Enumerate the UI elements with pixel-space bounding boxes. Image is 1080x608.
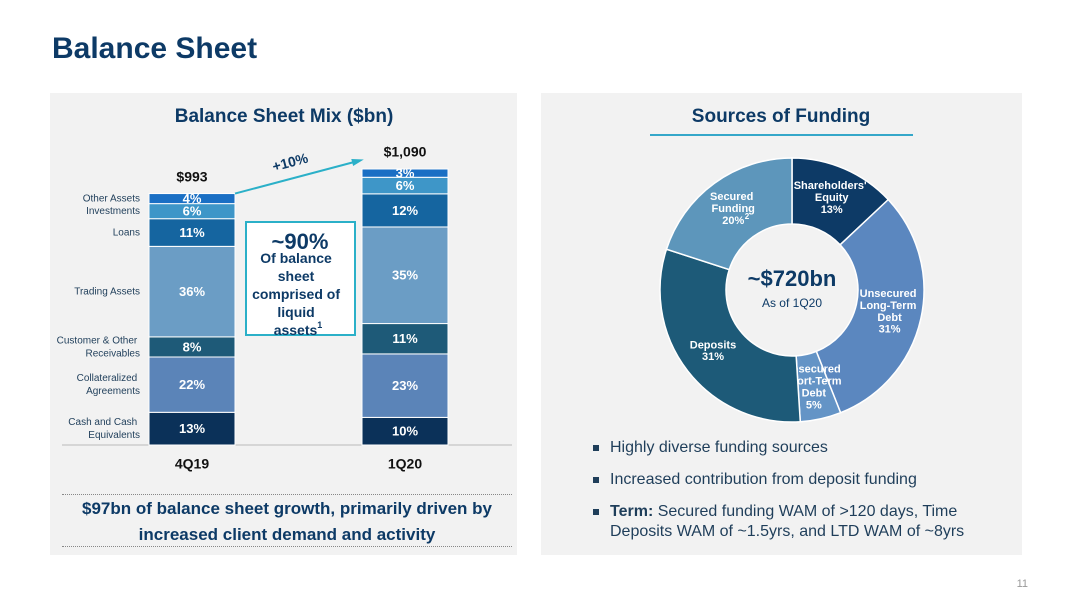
- bar-segment: [148, 218, 236, 247]
- total-label: $1,090: [384, 144, 427, 160]
- value-label: 6%: [183, 204, 202, 219]
- growth-arrowhead: [351, 159, 364, 167]
- slice-label: Shareholders' Equity: [794, 180, 870, 204]
- bullet-lead: Term:: [610, 503, 654, 520]
- slice-value: 13%: [821, 204, 843, 216]
- series-label: Investments: [86, 206, 140, 217]
- value-label: 8%: [183, 339, 202, 354]
- x-tick-label: 4Q19: [175, 456, 209, 472]
- bar-segment: [361, 168, 449, 178]
- callout-text: Of balance sheet comprised of liquid ass…: [252, 250, 344, 338]
- value-label: 22%: [179, 377, 205, 392]
- donut-slice: [815, 198, 925, 414]
- bar-segment: [361, 353, 449, 418]
- donut-slice: [665, 157, 793, 271]
- bar-segment: [148, 356, 236, 413]
- callout-headline: ~90%: [272, 229, 329, 254]
- slice-value: 5%: [806, 399, 822, 411]
- bar-segment: [148, 411, 236, 446]
- slice-value: 31%: [879, 324, 901, 336]
- bullet: Highly diverse funding sources: [593, 438, 1000, 458]
- total-label: $993: [176, 168, 207, 184]
- value-label: 4%: [183, 191, 202, 206]
- callout-box: [245, 221, 356, 336]
- bullet: Term: Secured funding WAM of >120 days, …: [593, 502, 1000, 542]
- value-label: 10%: [392, 424, 418, 439]
- series-label: Trading Assets: [74, 286, 140, 297]
- page-number: 11: [1017, 578, 1028, 590]
- series-label: Loans: [113, 227, 140, 238]
- growth-arrow: [234, 160, 359, 195]
- chart-title: Sources of Funding: [692, 106, 870, 127]
- value-label: 12%: [392, 203, 418, 218]
- bar-segment: [361, 193, 449, 228]
- slice-value: 20%: [722, 215, 744, 227]
- bar-segment: [361, 323, 449, 355]
- bullet: Increased contribution from deposit fund…: [593, 470, 1000, 490]
- value-label: 11%: [392, 331, 418, 346]
- bar-segment: [148, 245, 236, 338]
- bullet-text: Secured funding WAM of >120 days, Time D…: [610, 503, 965, 540]
- x-tick-label: 1Q20: [388, 456, 422, 472]
- footnote-mark: 2: [745, 212, 750, 221]
- slice-label: Secured Funding: [710, 191, 756, 215]
- value-label: 23%: [392, 378, 418, 393]
- caption: $97bn of balance sheet growth, primarily…: [62, 494, 512, 547]
- value-label: 6%: [396, 178, 415, 193]
- chart-title: Balance Sheet Mix ($bn): [175, 106, 394, 127]
- bar-segment: [361, 416, 449, 446]
- series-label: Collateralized Agreements: [77, 373, 140, 397]
- series-label: Cash and Cash Equivalents: [68, 417, 140, 441]
- slice-label: Deposits: [690, 339, 736, 351]
- value-label: 13%: [179, 421, 205, 436]
- value-label: 11%: [179, 225, 205, 240]
- slide-title: Balance Sheet: [52, 32, 257, 65]
- footnote-mark: 1: [317, 320, 322, 330]
- bar-segment: [361, 226, 449, 325]
- series-label: Other Assets: [83, 193, 140, 204]
- series-label: Customer & Other Receivables: [57, 335, 140, 359]
- slice-value: 31%: [702, 351, 724, 363]
- bar-segment: [148, 193, 236, 205]
- slice-label: Unsecured Long-Term Debt: [860, 288, 920, 324]
- center-note: As of 1Q20: [762, 296, 822, 310]
- donut-slice: [659, 248, 802, 423]
- value-label: 36%: [179, 284, 205, 299]
- value-label: 35%: [392, 268, 418, 283]
- center-value: ~$720bn: [748, 266, 837, 291]
- value-label: 3%: [396, 166, 415, 181]
